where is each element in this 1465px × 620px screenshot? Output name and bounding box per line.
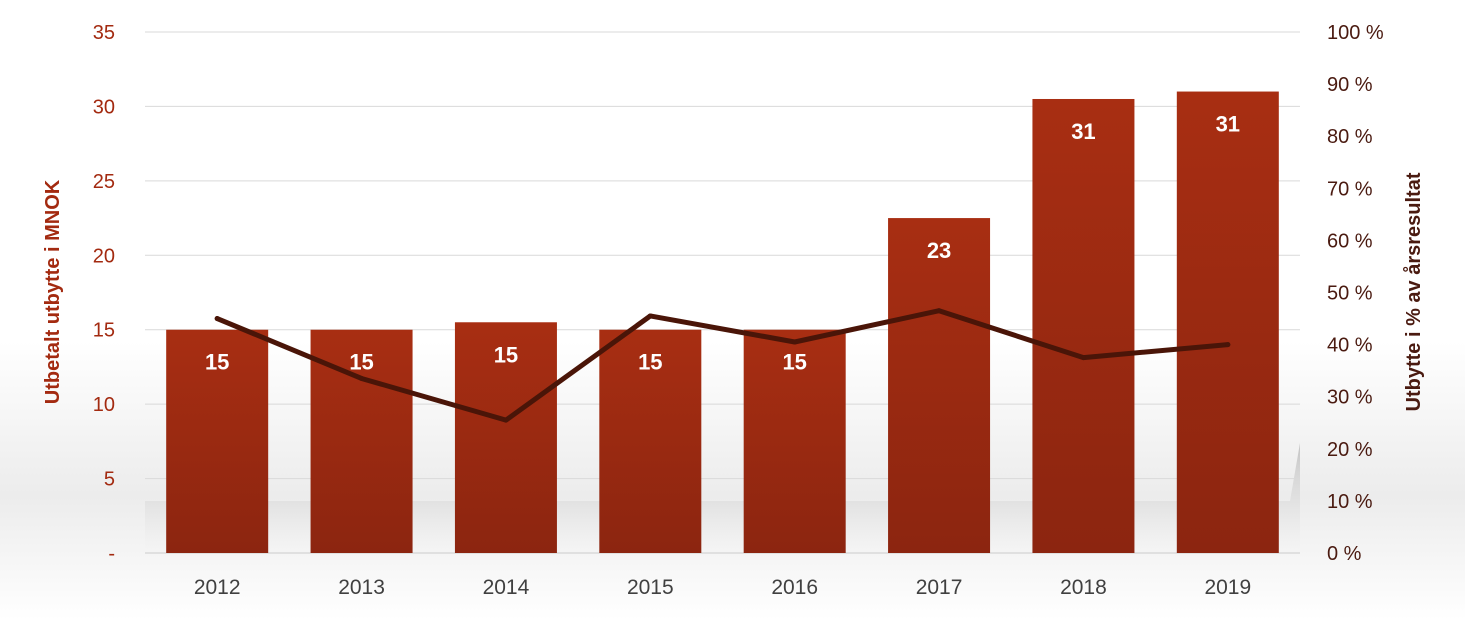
y-tick-label-left: -: [108, 543, 115, 565]
y-tick-label-left: 5: [104, 469, 115, 491]
line-point: [1225, 342, 1231, 348]
y-tick-label-left: 30: [93, 96, 115, 118]
y-tick-label-left: 10: [93, 394, 115, 416]
line-point: [647, 313, 653, 319]
y-tick-label-right: 30 %: [1327, 387, 1373, 409]
bar-data-label: 15: [638, 350, 662, 375]
line-point: [359, 375, 365, 381]
y-tick-label-left: 25: [93, 171, 115, 193]
bar-data-label: 31: [1216, 112, 1240, 137]
bar-data-label: 31: [1071, 119, 1095, 144]
bar: [743, 329, 846, 553]
y-tick-label-right: 50 %: [1327, 283, 1373, 305]
y-tick-label-right: 100 %: [1327, 22, 1384, 44]
x-tick-label: 2012: [194, 576, 241, 599]
bar: [888, 218, 991, 554]
y-tick-label-right: 40 %: [1327, 335, 1373, 357]
y-tick-label-right: 80 %: [1327, 126, 1373, 148]
bar: [599, 329, 702, 553]
line-point: [936, 308, 942, 314]
y-tick-label-right: 70 %: [1327, 178, 1373, 200]
bar-data-label: 23: [927, 238, 951, 263]
x-tick-label: 2017: [916, 576, 963, 599]
y-tick-label-left: 15: [93, 320, 115, 342]
x-tick-label: 2016: [771, 576, 818, 599]
percentage-line: [214, 308, 1231, 423]
x-tick-label: 2018: [1060, 576, 1107, 599]
y-tick-label-left: 35: [93, 22, 115, 44]
floor-shadow: [145, 443, 1300, 553]
y-tick-label-right: 60 %: [1327, 230, 1373, 252]
bar-data-label: 15: [494, 342, 518, 367]
x-tick-label: 2014: [483, 576, 530, 599]
line-point: [1080, 355, 1086, 361]
bar: [1032, 98, 1135, 553]
y-tick-label-right: 0 %: [1327, 543, 1362, 565]
line-point: [792, 339, 798, 345]
x-tick-label: 2013: [338, 576, 385, 599]
line-point: [214, 316, 220, 322]
bar-data-label: 15: [349, 350, 373, 375]
y-tick-label-right: 10 %: [1327, 491, 1373, 513]
y-axis-title-left: Utbetalt utbytte i MNOK: [42, 179, 64, 404]
x-tick-label: 2015: [627, 576, 674, 599]
y-axis-title-right: Utbytte i % av årsresultat: [1402, 172, 1425, 411]
bar-data-label: 15: [782, 350, 806, 375]
y-tick-label-right: 90 %: [1327, 74, 1373, 96]
y-tick-label-left: 20: [93, 245, 115, 267]
bar: [1176, 91, 1279, 554]
line-point: [503, 417, 509, 423]
x-tick-label: 2019: [1204, 576, 1251, 599]
bar-data-label: 15: [205, 350, 229, 375]
bar: [166, 329, 269, 553]
y-tick-label-right: 20 %: [1327, 439, 1373, 461]
bar: [454, 322, 557, 553]
